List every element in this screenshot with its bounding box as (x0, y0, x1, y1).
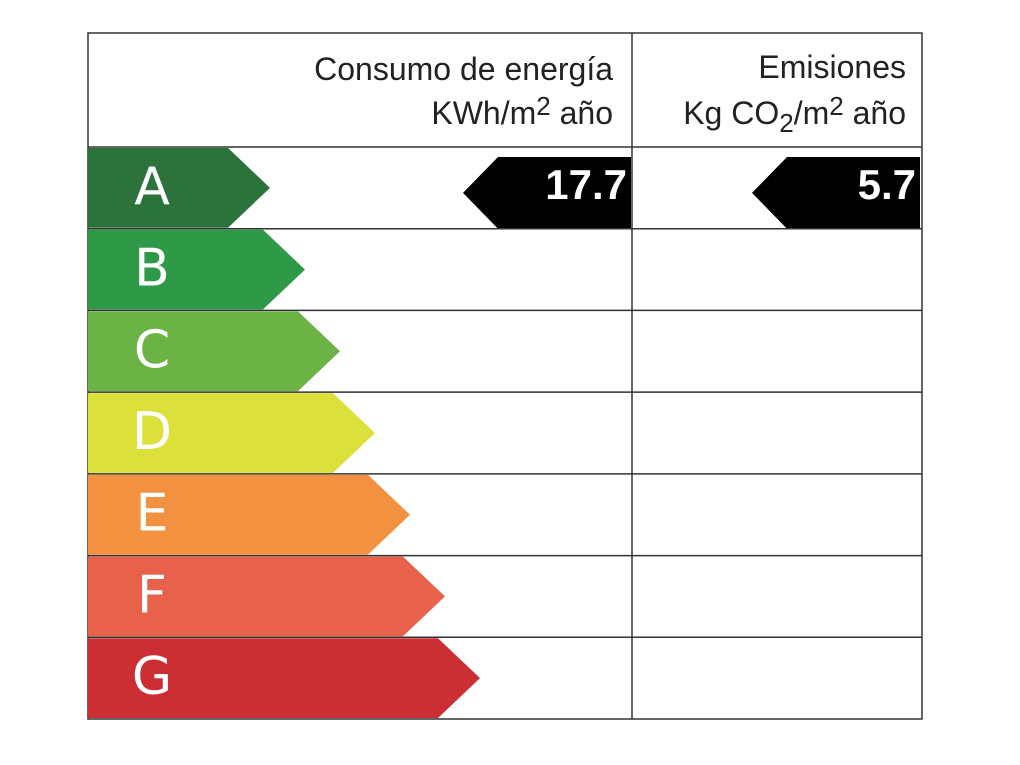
unit-sup: 2 (536, 91, 550, 121)
rating-letter: D (132, 402, 172, 462)
rating-letter: F (137, 565, 167, 625)
unit-part: /m (794, 95, 830, 131)
rating-arrow (88, 474, 410, 555)
rating-letter: E (136, 484, 169, 544)
value-label: 5.7 (858, 161, 916, 208)
rating-letter: C (134, 320, 170, 380)
energy-title: Consumo de energía (314, 51, 613, 87)
unit-sup: 2 (829, 91, 843, 121)
rating-letter: B (134, 239, 170, 299)
value-arrow (752, 157, 920, 229)
rating-arrow (88, 229, 305, 310)
rating-arrow (88, 393, 375, 473)
unit-part: año (844, 95, 906, 131)
unit-sub: 2 (779, 108, 793, 138)
rating-arrow (88, 148, 270, 228)
value-arrow (463, 157, 631, 229)
rating-arrow (88, 638, 480, 718)
rating-letter: A (134, 157, 170, 217)
unit-part: Kg CO (683, 95, 779, 131)
rating-arrow (88, 556, 445, 637)
rating-arrow (88, 311, 340, 392)
emissions-title: Emisiones (758, 49, 906, 85)
unit-part: año (551, 95, 613, 131)
energy-unit: KWh/m2 año (431, 91, 613, 131)
rating-letter: G (132, 647, 172, 707)
value-label: 17.7 (545, 161, 627, 208)
emissions-unit: Kg CO2/m2 año (683, 91, 906, 138)
unit-part: KWh/m (431, 95, 536, 131)
